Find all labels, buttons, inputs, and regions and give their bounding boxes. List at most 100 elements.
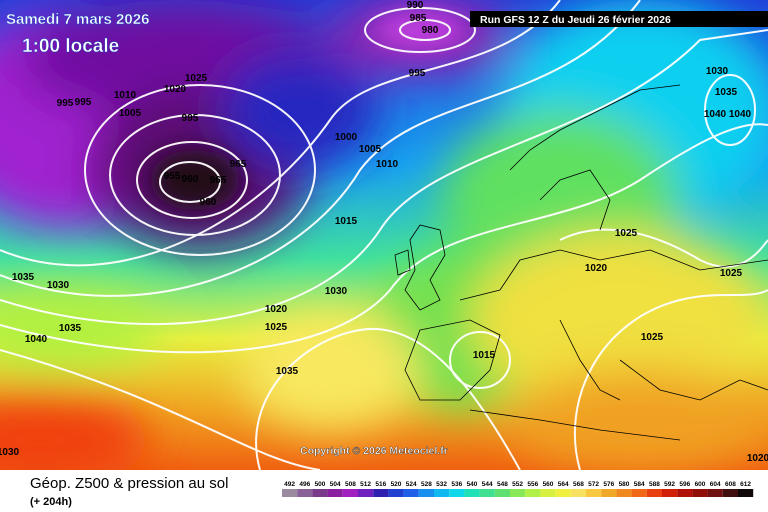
scale-swatch (282, 489, 298, 497)
scale-label: 572 (588, 481, 599, 488)
scale-swatch (388, 489, 404, 497)
scale-swatch (662, 489, 678, 497)
isobar-label: 1040 (25, 334, 48, 345)
isobar-label: 1015 (335, 216, 358, 227)
scale-swatch (616, 489, 632, 497)
isobar-label: 1030 (0, 447, 20, 458)
scale-swatch (555, 489, 571, 497)
forecast-date: Samedi 7 mars 2026 (6, 11, 149, 28)
scale-swatch (358, 489, 374, 497)
scale-label: 548 (497, 481, 508, 488)
isobar-label: 1035 (276, 366, 299, 377)
isobar-label: 1000 (335, 132, 358, 143)
scale-label: 540 (467, 481, 478, 488)
isobar-label: 965 (230, 159, 247, 170)
scale-swatch (373, 489, 389, 497)
scale-swatch (586, 489, 602, 497)
isobar-label: 1005 (119, 108, 142, 119)
isobar-label: 1035 (59, 323, 82, 334)
isobar-label: 1020 (164, 84, 187, 95)
isobar-label: 985 (410, 13, 427, 24)
scale-label: 556 (527, 481, 538, 488)
scale-label: 504 (330, 481, 341, 488)
scale-label: 596 (679, 481, 690, 488)
map-field (0, 0, 768, 470)
scale-swatch (449, 489, 465, 497)
isobar-label: 990 (407, 0, 424, 11)
isobar-label: 965 (210, 175, 227, 186)
color-scale: 492 496 500 504 508 512 516 520 524 528 532 536 540 5… (282, 481, 754, 497)
scale-swatch (403, 489, 419, 497)
scale-swatch (707, 489, 723, 497)
scale-label: 592 (664, 481, 675, 488)
isobars (0, 0, 768, 470)
scale-label: 512 (360, 481, 371, 488)
scale-label: 528 (421, 481, 432, 488)
isobar-label: 1015 (473, 350, 496, 361)
isobar-label: 1040 (729, 109, 752, 120)
scale-swatch (692, 489, 708, 497)
isobar-label: 1040 (704, 109, 727, 120)
scale-swatch (631, 489, 647, 497)
scale-label: 608 (725, 481, 736, 488)
isobar-label: 1035 (715, 87, 738, 98)
isobar-label: 995 (75, 97, 92, 108)
scale-label: 604 (710, 481, 721, 488)
scale-label: 580 (619, 481, 630, 488)
scale-swatch (494, 489, 510, 497)
scale-label: 600 (695, 481, 706, 488)
isobar-label: 1020 (747, 453, 768, 464)
scale-label: 524 (406, 481, 417, 488)
scale-swatch (601, 489, 617, 497)
scale-label: 576 (603, 481, 614, 488)
isobar-label: 1025 (265, 322, 288, 333)
scale-swatch (510, 489, 526, 497)
scale-label: 612 (740, 481, 751, 488)
scale-swatch (540, 489, 556, 497)
copyright: Copyright © 2026 Meteociel.fr (300, 445, 448, 457)
isobar-label: 1005 (359, 144, 382, 155)
isobar-label: 1025 (615, 228, 638, 239)
scale-swatch (327, 489, 343, 497)
scale-swatch (297, 489, 313, 497)
coastlines (394, 84, 768, 441)
scale-swatch (312, 489, 328, 497)
isobar-label: 1020 (265, 304, 288, 315)
scale-label: 564 (558, 481, 569, 488)
scale-label: 496 (299, 481, 310, 488)
scale-label: 560 (543, 481, 554, 488)
isobar-label: 1010 (376, 159, 399, 170)
isobar-label: 1010 (114, 90, 137, 101)
scale-swatch (525, 489, 541, 497)
isobar-label: 955 (164, 171, 181, 182)
scale-label: 520 (391, 481, 402, 488)
scale-swatch (646, 489, 662, 497)
scale-swatch (479, 489, 495, 497)
scale-swatch (342, 489, 358, 497)
isobar-label: 1035 (12, 272, 35, 283)
scale-swatch (464, 489, 480, 497)
isobar-label: 1030 (706, 66, 729, 77)
scale-label: 588 (649, 481, 660, 488)
scale-label: 500 (315, 481, 326, 488)
scale-label: 568 (573, 481, 584, 488)
isobar-label: 1020 (585, 263, 608, 274)
scale-swatch (722, 489, 738, 497)
isobar-label: 1025 (641, 332, 664, 343)
isobar-label: 1030 (325, 286, 348, 297)
scale-label: 584 (634, 481, 645, 488)
scale-swatch (677, 489, 693, 497)
isobar-label: 960 (182, 174, 199, 185)
isobar-label: 960 (200, 197, 217, 208)
run-banner (470, 11, 768, 27)
footer-lead: (+ 204h) (30, 496, 72, 508)
scale-swatch (434, 489, 450, 497)
scale-swatch (738, 489, 754, 497)
run-info: Run GFS 12 Z du Jeudi 26 février 2026 (480, 14, 671, 26)
scale-label: 536 (451, 481, 462, 488)
scale-label: 544 (482, 481, 493, 488)
scale-swatch (418, 489, 434, 497)
isobar-label: 995 (182, 113, 199, 124)
